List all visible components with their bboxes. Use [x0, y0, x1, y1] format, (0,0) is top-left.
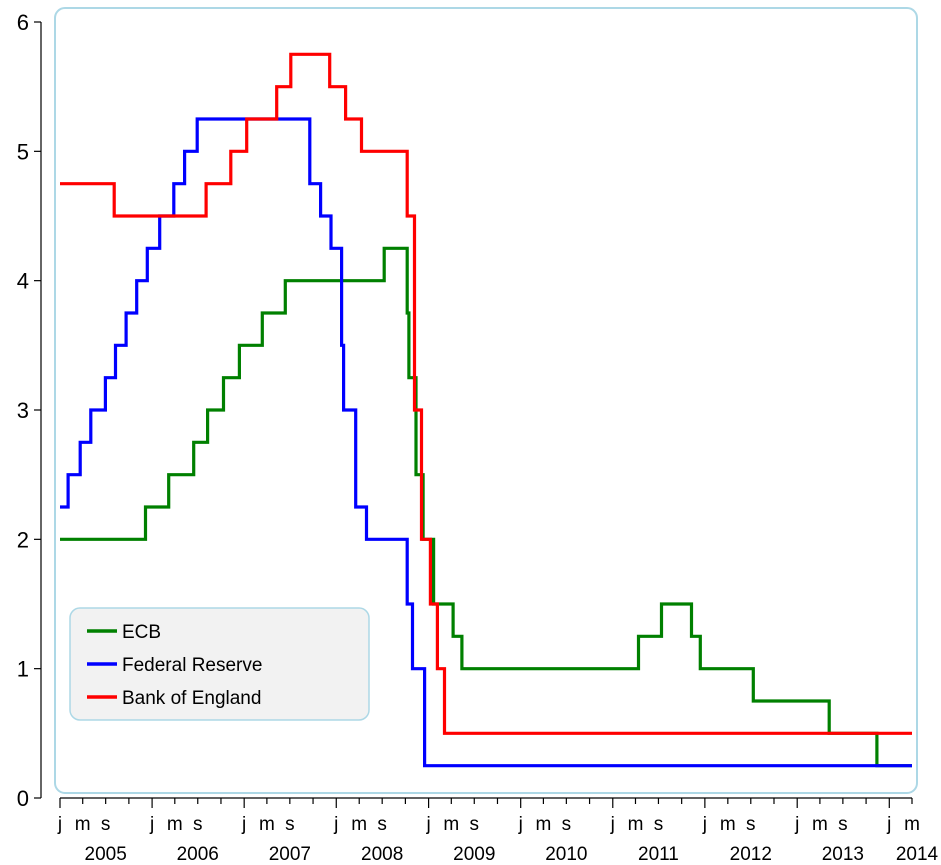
legend-box	[69, 607, 370, 721]
x-month-label: m	[351, 814, 367, 835]
x-month-label: s	[470, 814, 480, 835]
y-tick-label: 3	[17, 398, 29, 423]
x-month-label: j	[425, 814, 430, 835]
y-tick-label: 4	[17, 269, 29, 294]
x-month-label: m	[259, 814, 275, 835]
x-year-label: 2014	[896, 844, 939, 865]
x-month-label: j	[610, 814, 615, 835]
y-tick-label: 6	[17, 10, 29, 35]
x-month-label: m	[535, 814, 551, 835]
x-month-label: m	[812, 814, 828, 835]
x-month-label: j	[794, 814, 799, 835]
x-month-label: m	[167, 814, 183, 835]
x-month-label: j	[518, 814, 523, 835]
series-layer	[60, 52, 912, 768]
x-month-label: j	[333, 814, 338, 835]
y-tick-label: 2	[17, 527, 29, 552]
x-month-label: m	[628, 814, 644, 835]
x-month-label: j	[241, 814, 246, 835]
x-month-label: s	[746, 814, 756, 835]
legend-label-ecb: ECB	[122, 622, 161, 643]
x-month-label: s	[562, 814, 572, 835]
x-month-label: s	[838, 814, 848, 835]
y-tick-label: 1	[17, 657, 29, 682]
x-month-label: j	[886, 814, 891, 835]
x-year-label: 2011	[638, 844, 679, 865]
x-year-label: 2010	[545, 844, 587, 865]
x-month-label: m	[720, 814, 736, 835]
series-line-federal-reserve	[60, 117, 912, 768]
x-month-label: m	[443, 814, 459, 835]
x-month-label: j	[57, 814, 62, 835]
x-year-label: 2008	[361, 844, 403, 865]
y-axis: 0 1 2 3 4 5 6	[17, 10, 42, 811]
x-month-label: j	[702, 814, 707, 835]
x-month-label: m	[904, 814, 920, 835]
x-month-label: s	[377, 814, 387, 835]
x-month-label: s	[654, 814, 664, 835]
x-year-label: 2006	[177, 844, 219, 865]
x-month-label: s	[101, 814, 111, 835]
legend: ECB Federal Reserve Bank of England	[69, 607, 370, 721]
x-year-label: 2005	[85, 844, 127, 865]
x-year-label: 2009	[453, 844, 495, 865]
x-month-label: m	[75, 814, 91, 835]
series-line-ecb	[60, 246, 912, 768]
x-month-label: s	[193, 814, 203, 835]
series-line-bank-of-england	[60, 52, 912, 735]
legend-label-bank-of-england: Bank of England	[122, 688, 261, 709]
y-tick-label: 0	[17, 786, 29, 811]
x-year-label: 2012	[730, 844, 772, 865]
x-month-label: j	[149, 814, 154, 835]
x-month-label: s	[285, 814, 295, 835]
legend-label-federal-reserve: Federal Reserve	[122, 655, 262, 676]
x-year-label: 2013	[822, 844, 864, 865]
x-year-label: 2007	[269, 844, 311, 865]
y-tick-label: 5	[17, 139, 29, 164]
plot-frame	[54, 7, 918, 794]
